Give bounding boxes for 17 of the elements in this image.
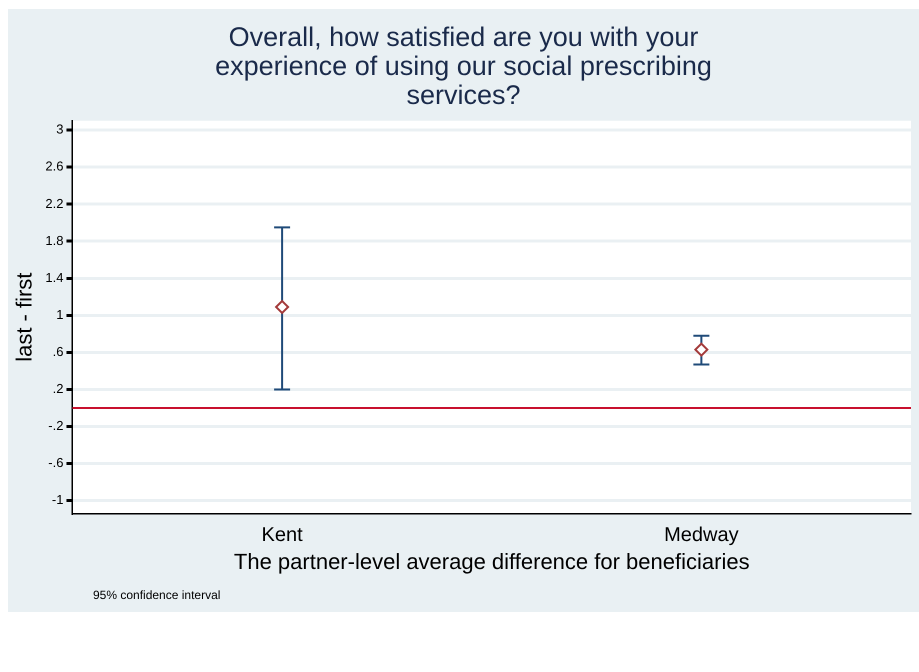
y-tick-label: -.6 (48, 455, 64, 470)
y-tick-label: .2 (52, 381, 64, 396)
y-tick-label: 1.4 (45, 270, 64, 285)
x-axis-title: The partner-level average difference for beneficiaries (234, 548, 750, 574)
y-tick-label: -1 (52, 492, 64, 508)
y-tick-label: .6 (52, 344, 64, 359)
x-tick-label: Kent (262, 524, 304, 546)
y-tick-label: 2.2 (45, 196, 64, 211)
y-tick-label: -.2 (48, 418, 64, 434)
y-tick-label: 1.8 (45, 232, 64, 248)
y-tick-label: 3 (56, 122, 64, 137)
y-tick-label: 2.6 (45, 158, 64, 174)
chart-title: Overall, how satisfied are you with your experience of using our social prescribing services? (214, 21, 713, 110)
y-tick-label: 1 (56, 306, 64, 322)
text: 95% confidence interval (93, 588, 222, 602)
x-tick-label: Medway (664, 524, 739, 546)
y-axis-title: last - first (11, 272, 36, 362)
